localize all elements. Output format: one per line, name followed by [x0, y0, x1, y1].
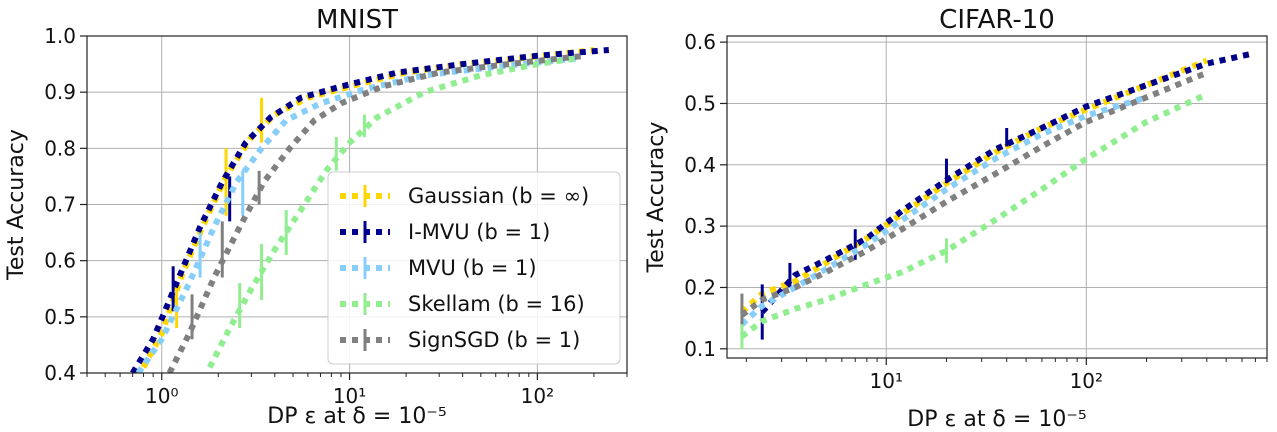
legend-label: SignSGD (b = 1): [408, 328, 580, 352]
legend-label: Skellam (b = 16): [408, 292, 585, 316]
y-tick-label: 0.9: [44, 80, 76, 104]
chart-title: CIFAR-10: [939, 5, 1055, 35]
y-tick-label: 0.7: [44, 193, 76, 217]
series-line-4: [740, 70, 1208, 318]
legend: Gaussian (b = ∞) I-MVU (b = 1) MVU (b = 1)…: [327, 171, 621, 365]
series-line-3: [207, 55, 577, 369]
series-line-2: [739, 94, 1148, 327]
y-tick-label: 0.4: [684, 153, 716, 177]
series-line-1: [130, 47, 610, 373]
legend-label: MVU (b = 1): [408, 256, 537, 280]
y-tick-label: 0.8: [44, 136, 76, 160]
y-tick-label: 0.5: [684, 91, 716, 115]
x-tick-label: 10¹: [333, 384, 366, 408]
panel-mnist: 10⁰ 10¹ 10² 0.4 0.5 0.6 0.7 0.8 0.9 1.0 MNIST DP ε …: [4, 5, 628, 429]
y-tick-label: 0.2: [684, 275, 716, 299]
x-axis-label: DP ε at δ = 10⁻⁵: [907, 407, 1087, 432]
chart-title: MNIST: [316, 5, 398, 35]
legend-label: Gaussian (b = ∞): [408, 184, 589, 208]
legend-label: I-MVU (b = 1): [408, 220, 550, 244]
y-axis-label: Test Accuracy: [4, 129, 29, 281]
series-line-3: [740, 91, 1209, 339]
y-tick-label: 1.0: [44, 24, 76, 48]
panel-cifar10: 10¹ 10² 0.1 0.2 0.3 0.4 0.5 0.6 CIFAR-10 DP ε at …: [644, 5, 1268, 432]
series-line-1: [759, 51, 1250, 314]
y-tick-label: 0.1: [684, 337, 716, 361]
y-tick-label: 0.4: [44, 361, 76, 385]
y-tick-label: 0.5: [44, 305, 76, 329]
y-axis-label: Test Accuracy: [644, 122, 669, 274]
y-tick-label: 0.6: [44, 249, 76, 273]
axes-frame: [726, 35, 1268, 359]
x-tick-label: 10⁰: [145, 384, 178, 408]
y-tick-label: 0.3: [684, 214, 716, 238]
series-group: [130, 47, 610, 373]
y-tick-label: 0.6: [684, 30, 716, 54]
x-tick-label: 10²: [521, 384, 554, 408]
x-tick-label: 10²: [1070, 369, 1103, 393]
x-axis-label: DP ε at δ = 10⁻⁵: [267, 404, 447, 429]
series-group: [739, 51, 1250, 349]
legend-box: [327, 171, 621, 365]
x-tick-label: 10¹: [870, 369, 903, 393]
